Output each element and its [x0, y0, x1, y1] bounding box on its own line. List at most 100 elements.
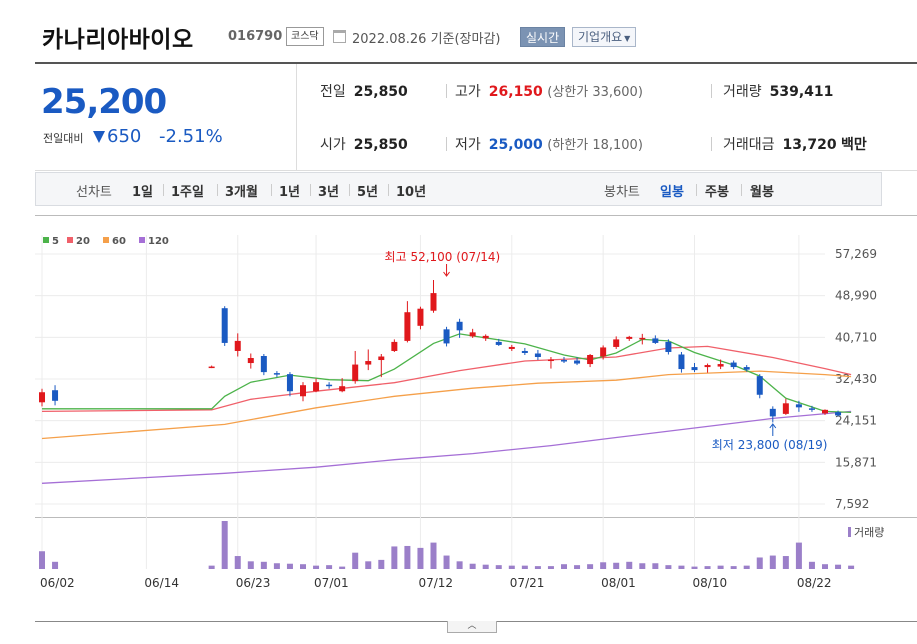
candle-body	[52, 390, 59, 401]
volume-bar	[443, 555, 450, 569]
candle-body	[495, 341, 502, 345]
period-monthly[interactable]: 월봉	[750, 185, 774, 200]
period-5y[interactable]: 5년	[357, 185, 379, 200]
volume-legend-label: 거래량	[854, 526, 884, 539]
stat-volume: 거래량 539,411	[723, 81, 833, 101]
volume-bar	[52, 561, 59, 569]
period-selector: 선차트 1일 1주일 3개월 1년 3년 5년 10년 봉차트 일봉 주봉 월봉	[35, 172, 882, 206]
period-1w[interactable]: 1주일	[171, 185, 204, 200]
stat-volume-value: 539,411	[769, 84, 834, 100]
divider	[271, 184, 272, 196]
stat-amount-unit: 백만	[841, 137, 867, 153]
candle-body	[691, 367, 698, 371]
candle-body	[600, 347, 607, 357]
period-3m[interactable]: 3개월	[225, 185, 258, 200]
realtime-button[interactable]: 실시간	[520, 27, 566, 47]
candle-body	[273, 373, 280, 375]
candle-body	[391, 341, 398, 351]
volume-bar	[417, 547, 424, 569]
volume-bar	[339, 566, 346, 569]
stat-amount-value: 13,720	[782, 137, 837, 153]
candle-body	[561, 360, 567, 362]
candle-body	[430, 293, 437, 311]
x-tick-label: 08/22	[797, 576, 832, 590]
y-tick-label: 7,592	[835, 497, 869, 511]
period-weekly[interactable]: 주봉	[705, 185, 729, 200]
stock-header: 카나리아바이오 016790 코스닥 2022.08.26 기준(장마감) 실시…	[0, 0, 917, 56]
period-daily[interactable]: 일봉	[660, 185, 684, 200]
x-tick-label: 07/01	[314, 576, 349, 590]
divider	[217, 184, 218, 196]
volume-bar	[678, 565, 685, 569]
candle-body	[339, 386, 346, 392]
candle-body	[208, 366, 215, 369]
period-3y[interactable]: 3년	[318, 185, 340, 200]
volume-bar	[430, 542, 437, 569]
candle-body	[234, 340, 241, 351]
x-tick-label: 07/12	[418, 576, 453, 590]
line-chart-label: 선차트	[76, 185, 112, 200]
stat-amount: 거래대금 13,720 백만	[723, 134, 867, 154]
candle-body	[782, 403, 789, 414]
volume-bar	[260, 561, 267, 569]
candle-body	[326, 384, 333, 387]
candle-body	[534, 353, 541, 358]
stat-upper-limit: (상한가 33,600)	[547, 85, 643, 100]
collapse-chevron-up-icon[interactable]: ︿	[447, 621, 497, 633]
candle-body	[247, 358, 254, 364]
period-1y[interactable]: 1년	[279, 185, 301, 200]
candle-body	[652, 338, 659, 343]
volume-bar	[782, 556, 789, 569]
candle-body	[352, 364, 359, 382]
volume-bar	[326, 565, 333, 569]
period-1d[interactable]: 1일	[132, 185, 154, 200]
candle-body	[221, 308, 228, 343]
candle-body	[626, 336, 633, 339]
candle-body	[39, 392, 45, 403]
volume-bar	[561, 564, 567, 569]
date-info: 2022.08.26 기준(장마감)	[352, 32, 501, 47]
volume-bar	[404, 545, 411, 569]
y-tick-label: 48,990	[835, 289, 877, 303]
volume-bar	[286, 563, 293, 569]
volume-bar	[717, 565, 724, 569]
period-10y[interactable]: 10년	[396, 185, 427, 200]
volume-bar	[547, 566, 554, 569]
stat-high: 고가 26,150 (상한가 33,600)	[455, 81, 643, 101]
stat-prev-close: 전일 25,850	[320, 81, 408, 101]
candle-body	[665, 341, 672, 352]
volume-bar	[639, 563, 646, 569]
legend-label: 5	[52, 236, 59, 247]
volume-bar	[534, 566, 541, 569]
volume-legend-swatch	[848, 527, 851, 537]
stat-low-label: 저가	[455, 137, 481, 153]
min-annotation: 최저 23,800 (08/19)	[712, 438, 828, 452]
volume-bar	[704, 566, 711, 569]
x-tick-label: 08/01	[601, 576, 636, 590]
candle-body	[547, 359, 554, 362]
legend-swatch	[67, 237, 73, 243]
volume-bar	[495, 565, 502, 569]
volume-bar	[665, 565, 672, 569]
volume-bar	[600, 562, 607, 569]
candle-body	[443, 329, 450, 344]
volume-bar	[365, 561, 372, 569]
candle-body	[521, 350, 528, 353]
y-tick-label: 32,430	[835, 372, 877, 386]
current-price-box: 25,200 전일대비 650 -2.51%	[35, 64, 297, 171]
stock-chart[interactable]: 57,269 48,990 40,710 32,430 24,151 15,871 7,59…	[35, 215, 917, 622]
candle-body	[822, 409, 828, 414]
x-tick-label: 06/23	[236, 576, 271, 590]
company-overview-button[interactable]: 기업개요 ▼	[572, 27, 637, 47]
max-arrow-head-icon	[443, 271, 450, 277]
candle-body	[613, 339, 620, 347]
change-value: 650	[107, 126, 142, 147]
change-percent: -2.51%	[159, 126, 223, 147]
volume-bar	[743, 565, 750, 569]
candle-body	[508, 346, 515, 349]
volume-bar	[391, 546, 398, 569]
volume-bar	[691, 566, 698, 569]
volume-bar	[848, 565, 855, 569]
x-tick-label: 06/02	[40, 576, 75, 590]
chart-canvas[interactable]: 57,269 48,990 40,710 32,430 24,151 15,871 7,59…	[35, 215, 917, 622]
